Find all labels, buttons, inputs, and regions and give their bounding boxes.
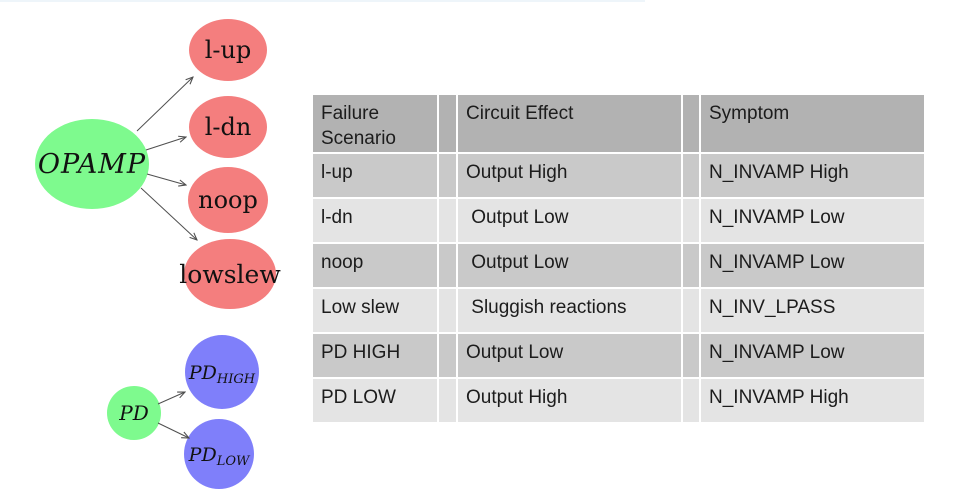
- header-spacer-1: [439, 95, 456, 152]
- edge-pd-pdhigh: [157, 392, 185, 405]
- table-cell-symptom: N_INVAMP Low: [701, 199, 924, 242]
- table-cell-spacer: [439, 334, 456, 377]
- table-cell-spacer: [439, 289, 456, 332]
- edge-pd-pdlow: [157, 422, 189, 438]
- edge-opamp-ldn: [145, 137, 186, 151]
- failure-scenario-table: Failure Scenario Circuit Effect Symptom …: [313, 95, 924, 422]
- pd-low-label: PDLOW: [188, 444, 251, 469]
- table-cell-effect: Output High: [458, 379, 681, 422]
- table-cell-effect: Output Low: [458, 199, 681, 242]
- table-cell-failure: l-dn: [313, 199, 437, 242]
- fault-tree-diagram: OPAMP l-up l-dn noop lowslew PD PDHIGH P…: [35, 19, 281, 489]
- edge-opamp-noop: [146, 173, 186, 185]
- table-cell-failure: noop: [313, 244, 437, 287]
- edge-opamp-lowslew: [140, 187, 197, 240]
- lowslew-node: [184, 239, 276, 309]
- noop-label: noop: [198, 186, 258, 214]
- l-dn-node: [189, 96, 267, 158]
- table-cell-spacer: [683, 199, 699, 242]
- table-cell-spacer: [439, 244, 456, 287]
- table-cell-effect: Output Low: [458, 244, 681, 287]
- l-dn-label: l-dn: [205, 113, 252, 141]
- table-cell-failure: PD LOW: [313, 379, 437, 422]
- opamp-node: [35, 119, 149, 209]
- col-header-failure-scenario: Failure Scenario: [313, 95, 437, 152]
- lowslew-label: lowslew: [179, 260, 281, 289]
- pd-label: PD: [118, 401, 149, 425]
- table-cell-failure: l-up: [313, 154, 437, 197]
- table-cell-spacer: [439, 379, 456, 422]
- window-top-edge: [0, 0, 645, 2]
- pd-high-label-base: PD: [188, 362, 217, 384]
- table-cell-symptom: N_INVAMP High: [701, 154, 924, 197]
- pd-high-label: PDHIGH: [188, 362, 256, 387]
- pd-high-node: [185, 335, 259, 409]
- l-up-label: l-up: [205, 36, 252, 64]
- table-cell-symptom: N_INV_LPASS: [701, 289, 924, 332]
- table-cell-effect: Output High: [458, 154, 681, 197]
- table-cell-effect: Output Low: [458, 334, 681, 377]
- table-cell-symptom: N_INVAMP High: [701, 379, 924, 422]
- table-cell-symptom: N_INVAMP Low: [701, 334, 924, 377]
- table-cell-spacer: [439, 199, 456, 242]
- table-cell-spacer: [683, 289, 699, 332]
- l-up-node: [189, 19, 267, 81]
- edge-opamp-lup: [136, 77, 193, 132]
- pd-low-node: [184, 419, 254, 489]
- table-cell-spacer: [683, 379, 699, 422]
- table-cell-effect: Sluggish reactions: [458, 289, 681, 332]
- table-cell-spacer: [683, 244, 699, 287]
- table-cell-spacer: [439, 154, 456, 197]
- table-cell-spacer: [683, 334, 699, 377]
- table-cell-failure: Low slew: [313, 289, 437, 332]
- table-cell-spacer: [683, 154, 699, 197]
- header-spacer-2: [683, 95, 699, 152]
- col-header-circuit-effect: Circuit Effect: [458, 95, 681, 152]
- table-cell-failure: PD HIGH: [313, 334, 437, 377]
- pd-node: [107, 386, 161, 440]
- pd-low-label-base: PD: [188, 444, 217, 466]
- noop-node: [188, 167, 268, 233]
- pd-low-label-subscript: LOW: [216, 454, 251, 469]
- pd-high-label-subscript: HIGH: [216, 372, 256, 387]
- opamp-label: OPAMP: [38, 149, 146, 180]
- col-header-symptom: Symptom: [701, 95, 924, 152]
- table-cell-symptom: N_INVAMP Low: [701, 244, 924, 287]
